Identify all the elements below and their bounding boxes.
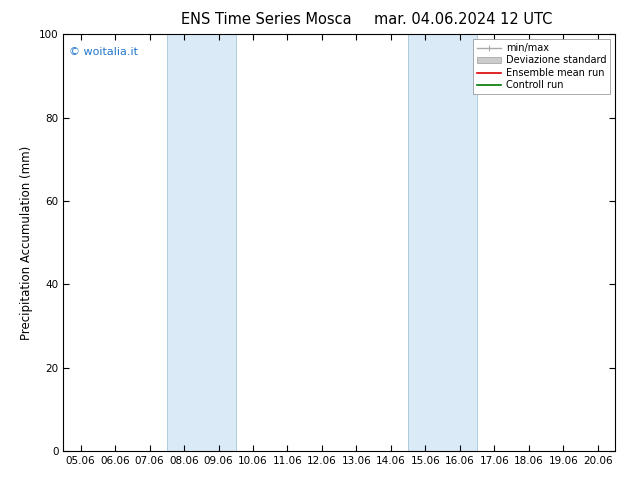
Legend: min/max, Deviazione standard, Ensemble mean run, Controll run: min/max, Deviazione standard, Ensemble m… — [473, 39, 610, 94]
Bar — [167, 34, 236, 451]
Y-axis label: Precipitation Accumulation (mm): Precipitation Accumulation (mm) — [20, 146, 34, 340]
Text: ENS Time Series Mosca: ENS Time Series Mosca — [181, 12, 352, 27]
Text: mar. 04.06.2024 12 UTC: mar. 04.06.2024 12 UTC — [373, 12, 552, 27]
Text: © woitalia.it: © woitalia.it — [69, 47, 138, 57]
Bar — [408, 34, 477, 451]
